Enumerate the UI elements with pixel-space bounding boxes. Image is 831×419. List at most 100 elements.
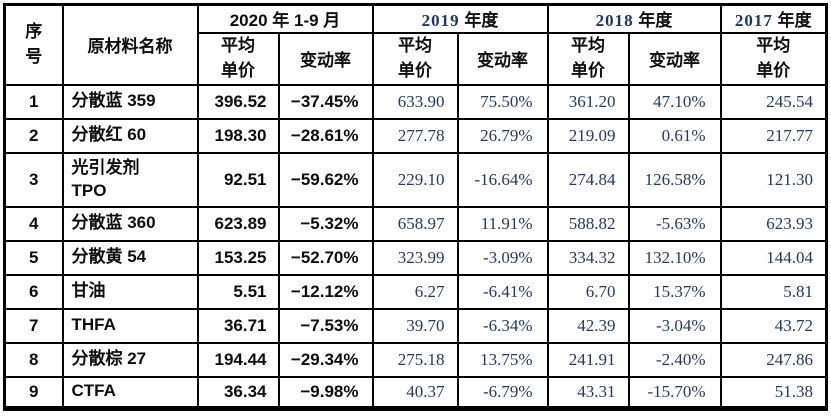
value-cell: 36.34 — [196, 375, 280, 410]
table-row: 8 分散棕 27 194.44 −29.34% 275.18 13.75% 24… — [3, 341, 828, 378]
value-cell: 144.04 — [719, 239, 828, 276]
seq-cell: 8 — [3, 341, 64, 378]
seq-cell: 4 — [3, 205, 64, 242]
value-cell: -6.41% — [456, 273, 549, 310]
value-cell: 219.09 — [546, 117, 630, 154]
seq-cell: 1 — [3, 83, 64, 120]
value-cell: 47.10% — [627, 83, 722, 120]
header-avg-price-2020: 平均单价 — [196, 31, 280, 86]
seq-cell: 2 — [3, 117, 64, 154]
value-cell: 633.90 — [371, 83, 459, 120]
value-cell: 323.99 — [371, 239, 459, 276]
year-2018-suffix: 年度 — [633, 11, 673, 31]
value-cell: 0.61% — [627, 117, 722, 154]
material-name-cell: 分散黄 54 — [61, 239, 199, 276]
value-cell: 5.81 — [719, 273, 828, 310]
value-cell: 275.18 — [371, 341, 459, 378]
header-year-row: 序号 原材料名称 2020 年 1-9 月 2019 年度 2018 年度 20… — [3, 3, 828, 86]
value-cell: 153.25 — [196, 239, 280, 276]
value-cell: 274.84 — [546, 151, 630, 208]
material-name-cell: 分散红 60 — [61, 117, 199, 154]
value-cell: −37.45% — [277, 83, 374, 120]
seq-cell: 9 — [3, 375, 64, 410]
value-cell: 26.79% — [456, 117, 549, 154]
header-avg-price-2018: 平均单价 — [546, 31, 630, 86]
value-cell: 194.44 — [196, 341, 280, 378]
header-year-2017: 2017 年度 — [719, 3, 828, 34]
header-material-name: 原材料名称 — [61, 3, 199, 86]
value-cell: 361.20 — [546, 83, 630, 120]
table-row: 3 光引发剂 TPO 92.51 −59.62% 229.10 -16.64% 2… — [3, 151, 828, 208]
seq-cell: 3 — [3, 151, 64, 208]
value-cell: 277.78 — [371, 117, 459, 154]
seq-cell: 7 — [3, 307, 64, 344]
header-sub-row: 平均单价 变动率 平均单价 变动率 平均单价 变动率 平均单价 — [5, 31, 828, 86]
value-cell: −5.32% — [277, 205, 374, 242]
material-name-cell: 分散蓝 359 — [61, 83, 199, 120]
value-cell: 43.31 — [546, 375, 630, 410]
header-year-2018: 2018 年度 — [546, 3, 722, 34]
year-2019-suffix: 年度 — [459, 11, 499, 31]
value-cell: −28.61% — [277, 117, 374, 154]
material-name-cell: CTFA — [61, 375, 199, 410]
header-change-rate-2018: 变动率 — [627, 31, 722, 86]
value-cell: 11.91% — [456, 205, 549, 242]
value-cell: 334.32 — [546, 239, 630, 276]
seq-cell: 6 — [3, 273, 64, 310]
table-row: 1 分散蓝 359 396.52 −37.45% 633.90 75.50% 3… — [3, 83, 828, 120]
material-name-cell: 分散棕 27 — [61, 341, 199, 378]
value-cell: 40.37 — [371, 375, 459, 410]
header-change-rate-2019: 变动率 — [456, 31, 549, 86]
header-year-2020: 2020 年 1-9 月 — [196, 3, 374, 34]
value-cell: 75.50% — [456, 83, 549, 120]
table-header: 序号 原材料名称 2020 年 1-9 月 2019 年度 2018 年度 20… — [3, 3, 828, 86]
year-2020-number: 2020 — [229, 11, 268, 31]
value-cell: -6.34% — [456, 307, 549, 344]
material-name-cell: 分散蓝 360 — [61, 205, 199, 242]
value-cell: 6.70 — [546, 273, 630, 310]
value-cell: 396.52 — [196, 83, 280, 120]
value-cell: −52.70% — [277, 239, 374, 276]
header-change-rate-2020: 变动率 — [277, 31, 374, 86]
value-cell: 51.38 — [719, 375, 828, 410]
header-year-2019: 2019 年度 — [371, 3, 549, 34]
value-cell: 5.51 — [196, 273, 280, 310]
value-cell: 42.39 — [546, 307, 630, 344]
table-row: 2 分散红 60 198.30 −28.61% 277.78 26.79% 21… — [3, 117, 828, 154]
value-cell: 198.30 — [196, 117, 280, 154]
table-row: 5 分散黄 54 153.25 −52.70% 323.99 -3.09% 33… — [3, 239, 828, 276]
value-cell: 36.71 — [196, 307, 280, 344]
header-seq: 序号 — [3, 3, 64, 86]
value-cell: 39.70 — [371, 307, 459, 344]
value-cell: 588.82 — [546, 205, 630, 242]
value-cell: 241.91 — [546, 341, 630, 378]
header-avg-price-2017: 平均单价 — [719, 31, 828, 86]
value-cell: 13.75% — [456, 341, 549, 378]
value-cell: -15.70% — [627, 375, 722, 410]
value-cell: -6.79% — [456, 375, 549, 410]
value-cell: -5.63% — [627, 205, 722, 242]
table-row: 6 甘油 5.51 −12.12% 6.27 -6.41% 6.70 15.37… — [3, 273, 828, 310]
table-row: 7 THFA 36.71 −7.53% 39.70 -6.34% 42.39 -… — [3, 307, 828, 344]
value-cell: 245.54 — [719, 83, 828, 120]
value-cell: 132.10% — [627, 239, 722, 276]
value-cell: -16.64% — [456, 151, 549, 208]
table-row: 4 分散蓝 360 623.89 −5.32% 658.97 11.91% 58… — [3, 205, 828, 242]
year-2017-suffix: 年度 — [772, 11, 812, 31]
year-2017-number: 2017 — [734, 11, 773, 31]
table-row: 9 CTFA 36.34 −9.98% 40.37 -6.79% 43.31 -… — [3, 375, 828, 410]
value-cell: 217.77 — [719, 117, 828, 154]
value-cell: 121.30 — [719, 151, 828, 208]
value-cell: 623.89 — [196, 205, 280, 242]
table-body: 1 分散蓝 359 396.52 −37.45% 633.90 75.50% 3… — [3, 83, 828, 410]
year-2019-number: 2019 — [421, 11, 460, 31]
value-cell: −12.12% — [277, 273, 374, 310]
material-name-cell: 光引发剂 TPO — [61, 151, 199, 208]
raw-material-price-table: 序号 原材料名称 2020 年 1-9 月 2019 年度 2018 年度 20… — [3, 3, 829, 411]
seq-cell: 5 — [3, 239, 64, 276]
value-cell: -3.04% — [627, 307, 722, 344]
value-cell: −7.53% — [277, 307, 374, 344]
material-name-cell: 甘油 — [61, 273, 199, 310]
header-avg-price-2019: 平均单价 — [371, 31, 459, 86]
value-cell: −59.62% — [277, 151, 374, 208]
